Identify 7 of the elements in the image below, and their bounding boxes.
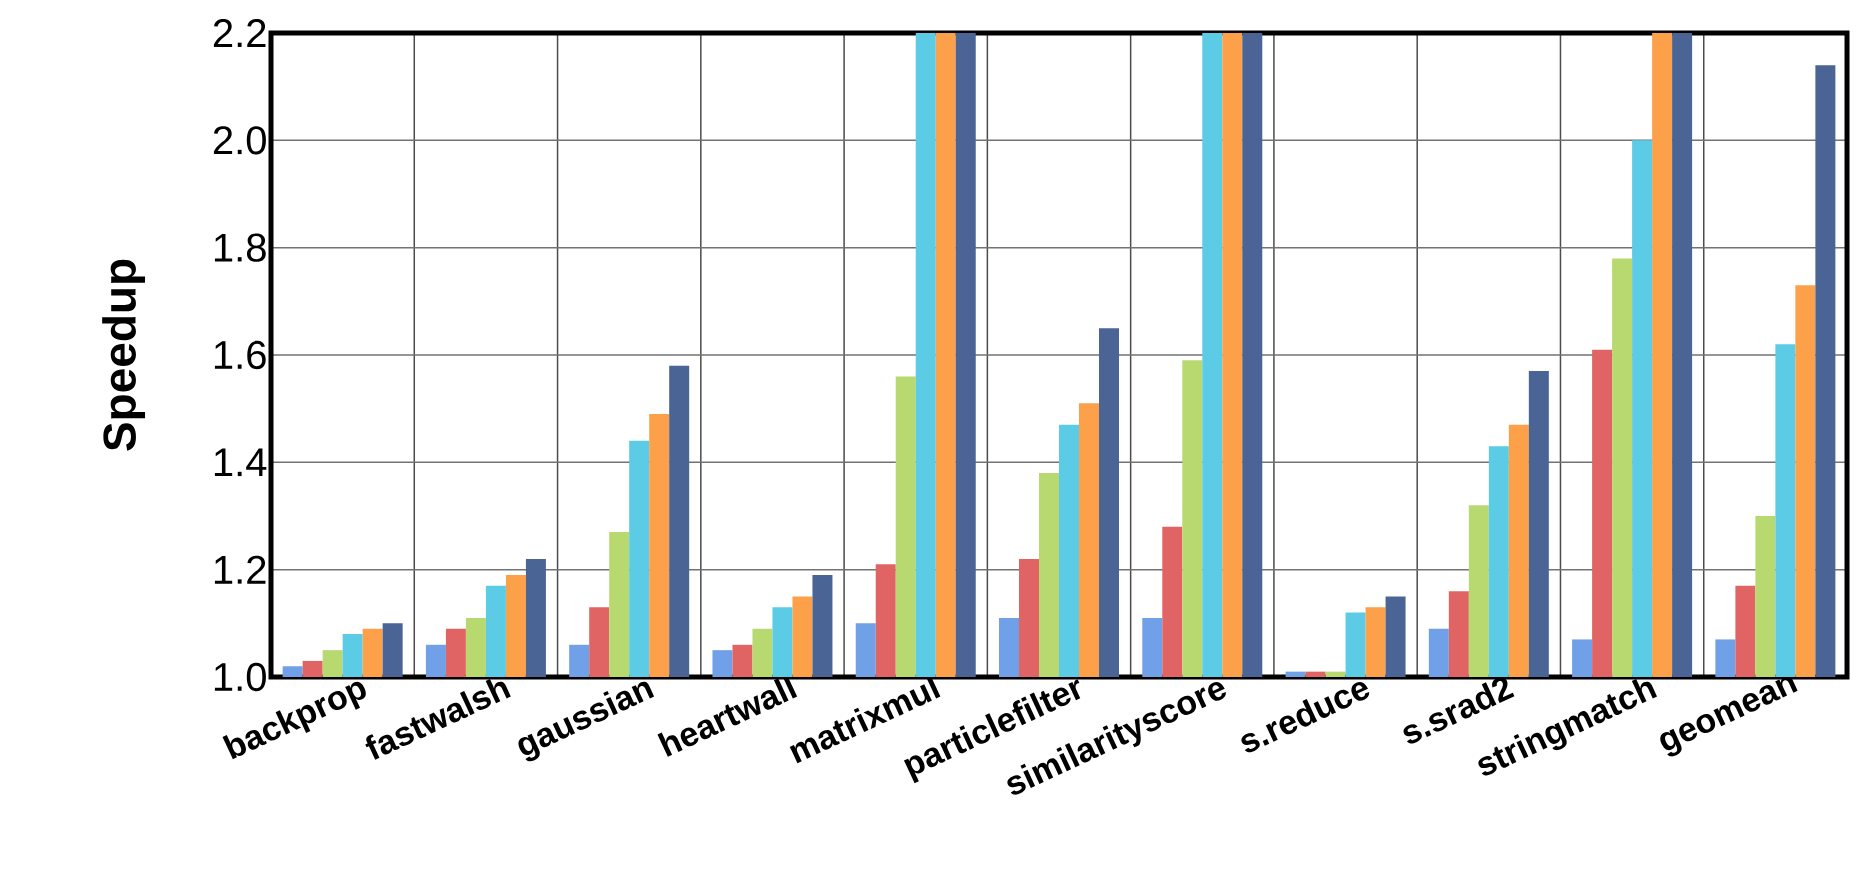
y-tick-label: 1.2: [214, 555, 266, 584]
y-tick-label: 1.4: [214, 448, 267, 477]
y-tick-label: 1.6: [214, 340, 266, 370]
y-axis-title: Speedup: [102, 259, 146, 451]
y-tick-label: 1.8: [214, 233, 266, 262]
y-tick-label: 2.0: [213, 126, 266, 155]
y-tick-label: 2.2: [213, 19, 266, 47]
